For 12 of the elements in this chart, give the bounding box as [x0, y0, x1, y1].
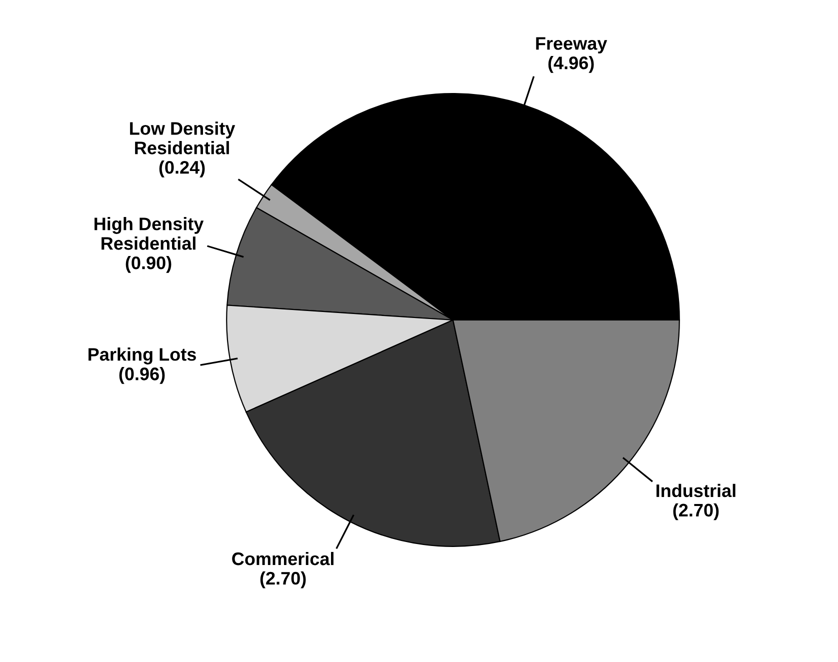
slice-label: Industrial: [656, 484, 736, 498]
slice-label: Parking Lots: [88, 348, 196, 364]
data-label: (0.24): [159, 160, 205, 178]
data-label: (0.90): [126, 256, 172, 273]
slice-label: High Density Residential: [94, 217, 204, 250]
slice-label: Commerical: [232, 552, 334, 566]
data-label: (2.70): [260, 571, 306, 588]
slice-label: Freeway: [536, 37, 608, 54]
data-label: (2.70): [673, 503, 719, 520]
slice-label: Low Density Residential: [130, 122, 236, 154]
data-label: (4.96): [548, 56, 594, 73]
data-label: (0.96): [119, 367, 165, 384]
